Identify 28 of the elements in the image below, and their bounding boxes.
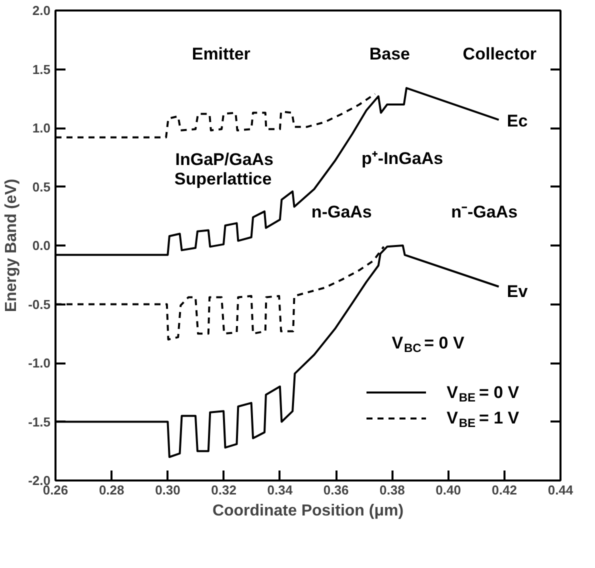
x-tick-label: 0.30 <box>155 482 180 498</box>
x-tick-label: 0.36 <box>323 482 349 498</box>
y-tick-label: 2.0 <box>32 3 51 18</box>
x-tick-label: 0.40 <box>436 482 461 498</box>
x-tick-label: 0.32 <box>211 482 236 498</box>
annotation: n-GaAs <box>311 202 372 222</box>
annotation: Base <box>369 44 410 64</box>
annotation: InGaP/GaAs Superlattice <box>174 150 274 188</box>
y-tick-label: 1.0 <box>32 120 51 136</box>
annotation: p⁺-InGaAs <box>362 149 444 168</box>
x-tick-label: 0.34 <box>267 482 294 498</box>
y-tick-label: 0.0 <box>32 238 51 253</box>
y-tick-label: -1.0 <box>28 356 51 370</box>
annotation: Emitter <box>192 44 251 64</box>
y-tick-label: 0.5 <box>32 179 51 194</box>
annotation: Collector <box>462 44 537 64</box>
y-tick-label: 1.5 <box>32 62 51 77</box>
y-tick-label: -1.5 <box>28 414 51 430</box>
x-tick-label: 0.44 <box>548 482 574 498</box>
x-tick-label: 0.28 <box>98 482 124 498</box>
y-axis-title: Energy Band (eV) <box>3 178 20 312</box>
annotation: Ec <box>506 111 528 130</box>
annotation: Ev <box>506 282 528 301</box>
annotation: n⁻-GaAs <box>451 202 518 222</box>
y-tick-label: -0.5 <box>28 296 51 312</box>
x-axis-title: Coordinate Position (μm) <box>212 502 404 520</box>
x-tick-label: 0.38 <box>380 482 405 498</box>
x-tick-label: 0.42 <box>492 482 518 498</box>
